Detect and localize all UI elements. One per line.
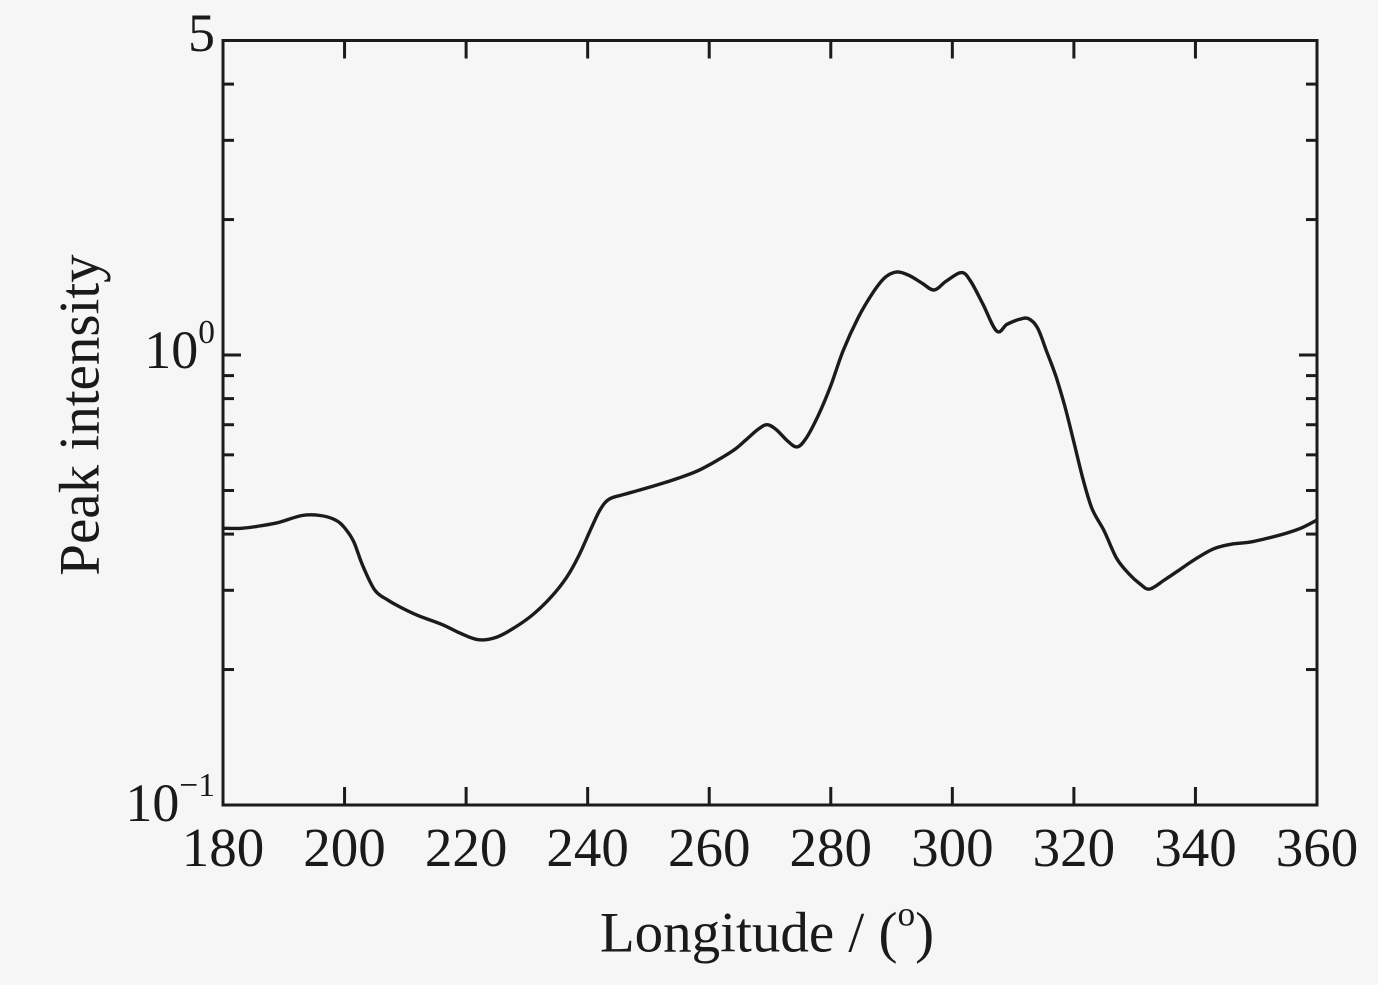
x-tick-label: 240 bbox=[546, 817, 629, 878]
x-axis-title-text: Longitude / ( bbox=[599, 901, 898, 965]
x-tick-label: 220 bbox=[425, 817, 508, 878]
x-tick-label: 340 bbox=[1154, 817, 1237, 878]
x-axis-title: Longitude / (o) bbox=[599, 896, 935, 965]
y-tick-label-5: 5 bbox=[188, 3, 215, 63]
data-curve bbox=[223, 270, 1317, 642]
x-axis-title-close: ) bbox=[915, 901, 935, 965]
y-tick-mid-base: 10 bbox=[144, 320, 199, 380]
y-tick-label-1e-1: 10−1 bbox=[30, 769, 215, 833]
x-axis-title-degree-sup: o bbox=[897, 894, 916, 934]
y-tick-bot-base: 10 bbox=[125, 773, 180, 833]
x-tick-label: 200 bbox=[303, 817, 386, 878]
plot-frame bbox=[221, 39, 1319, 807]
x-tick-label: 280 bbox=[790, 817, 873, 878]
x-tick-label: 300 bbox=[911, 817, 994, 878]
x-tick-label: 180 bbox=[182, 817, 265, 878]
y-tick-bot-exponent: −1 bbox=[179, 766, 215, 804]
x-tick-label: 360 bbox=[1276, 817, 1359, 878]
y-axis-title: Peak intensity bbox=[48, 254, 112, 576]
x-tick-label: 320 bbox=[1033, 817, 1116, 878]
y-tick-mid-exponent: 0 bbox=[198, 313, 215, 351]
x-tick-label: 260 bbox=[668, 817, 751, 878]
y-tick-label-1e0: 100 bbox=[30, 316, 215, 380]
